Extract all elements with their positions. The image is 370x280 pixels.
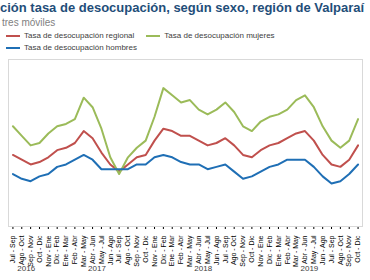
html-text:Tasa de desocupación hombres: Tasa de desocupación hombres: [24, 43, 137, 52]
svg-text:2019: 2019: [301, 264, 319, 273]
svg-text:Nov - Ene: Nov - Ene: [45, 235, 52, 266]
svg-text:Jul - Sep: Jul - Sep: [328, 235, 336, 263]
svg-text:Mar - May: Mar - May: [292, 235, 300, 267]
svg-text:Ene - Mar: Ene - Mar: [62, 235, 69, 266]
svg-text:Mar - May: Mar - May: [186, 235, 194, 267]
svg-text:Mar - May: Mar - May: [80, 235, 88, 267]
svg-text:Ene - Mar: Ene - Mar: [275, 235, 282, 266]
svg-text:Ago - Oct: Ago - Oct: [124, 235, 132, 265]
svg-text:Oct - Dic: Oct - Dic: [248, 235, 255, 263]
svg-text:Feb - Abr: Feb - Abr: [71, 235, 78, 264]
svg-text:Ago - Oct: Ago - Oct: [230, 235, 238, 265]
svg-text:Jul - Sep: Jul - Sep: [222, 235, 230, 263]
svg-text:Dic - Feb: Dic - Feb: [266, 235, 273, 264]
svg-text:Jun - Ago: Jun - Ago: [213, 235, 221, 265]
svg-text:2017: 2017: [88, 264, 106, 273]
svg-text:Ago - Oct: Ago - Oct: [18, 235, 26, 265]
svg-text:Sep - Nov: Sep - Nov: [239, 235, 247, 267]
svg-text:Dic - Feb: Dic - Feb: [53, 235, 60, 264]
html-text:Tasa de desocupación mujeres: Tasa de desocupación mujeres: [164, 31, 275, 40]
svg-text:Abr - Jun: Abr - Jun: [195, 235, 202, 264]
svg-text:Feb - Abr: Feb - Abr: [177, 235, 184, 264]
svg-text:Oct - Dic: Oct - Dic: [36, 235, 43, 263]
html-text:ción tasa de desocupación, seg: ción tasa de desocupación, según sexo, r…: [0, 0, 365, 15]
svg-text:2018: 2018: [194, 264, 212, 273]
svg-text:Ago - Oct: Ago - Oct: [337, 235, 345, 265]
svg-text:Abr - Jun: Abr - Jun: [301, 235, 308, 264]
svg-text:Dic - Feb: Dic - Feb: [160, 235, 167, 264]
svg-text:2016: 2016: [17, 264, 35, 273]
svg-text:Nov - Ene: Nov - Ene: [151, 235, 158, 266]
svg-text:Nov - Ene: Nov - Ene: [257, 235, 264, 266]
svg-text:Sep - Nov: Sep - Nov: [133, 235, 141, 267]
svg-text:Sep - Nov: Sep - Nov: [27, 235, 35, 267]
html-text:tres móviles: tres móviles: [2, 17, 56, 28]
svg-text:Oct - Dic: Oct - Dic: [142, 235, 149, 263]
svg-text:May - Jul: May - Jul: [204, 235, 212, 264]
svg-text:May - Jul: May - Jul: [310, 235, 318, 264]
svg-text:Abr - Jun: Abr - Jun: [89, 235, 96, 264]
svg-text:Jul - Sep: Jul - Sep: [9, 235, 17, 263]
svg-text:Jul - Sep: Jul - Sep: [115, 235, 123, 263]
svg-text:May - Jul: May - Jul: [98, 235, 106, 264]
svg-text:Ene - Mar: Ene - Mar: [168, 235, 175, 266]
svg-text:Jun - Ago: Jun - Ago: [107, 235, 115, 265]
html-text:Tasa de desocupación regional: Tasa de desocupación regional: [24, 31, 135, 40]
svg-text:Feb - Abr: Feb - Abr: [284, 235, 291, 264]
svg-text:Jun - Ago: Jun - Ago: [319, 235, 327, 265]
svg-text:Oct - Dic: Oct - Dic: [354, 235, 361, 263]
svg-text:Sep - Nov: Sep - Nov: [345, 235, 353, 267]
